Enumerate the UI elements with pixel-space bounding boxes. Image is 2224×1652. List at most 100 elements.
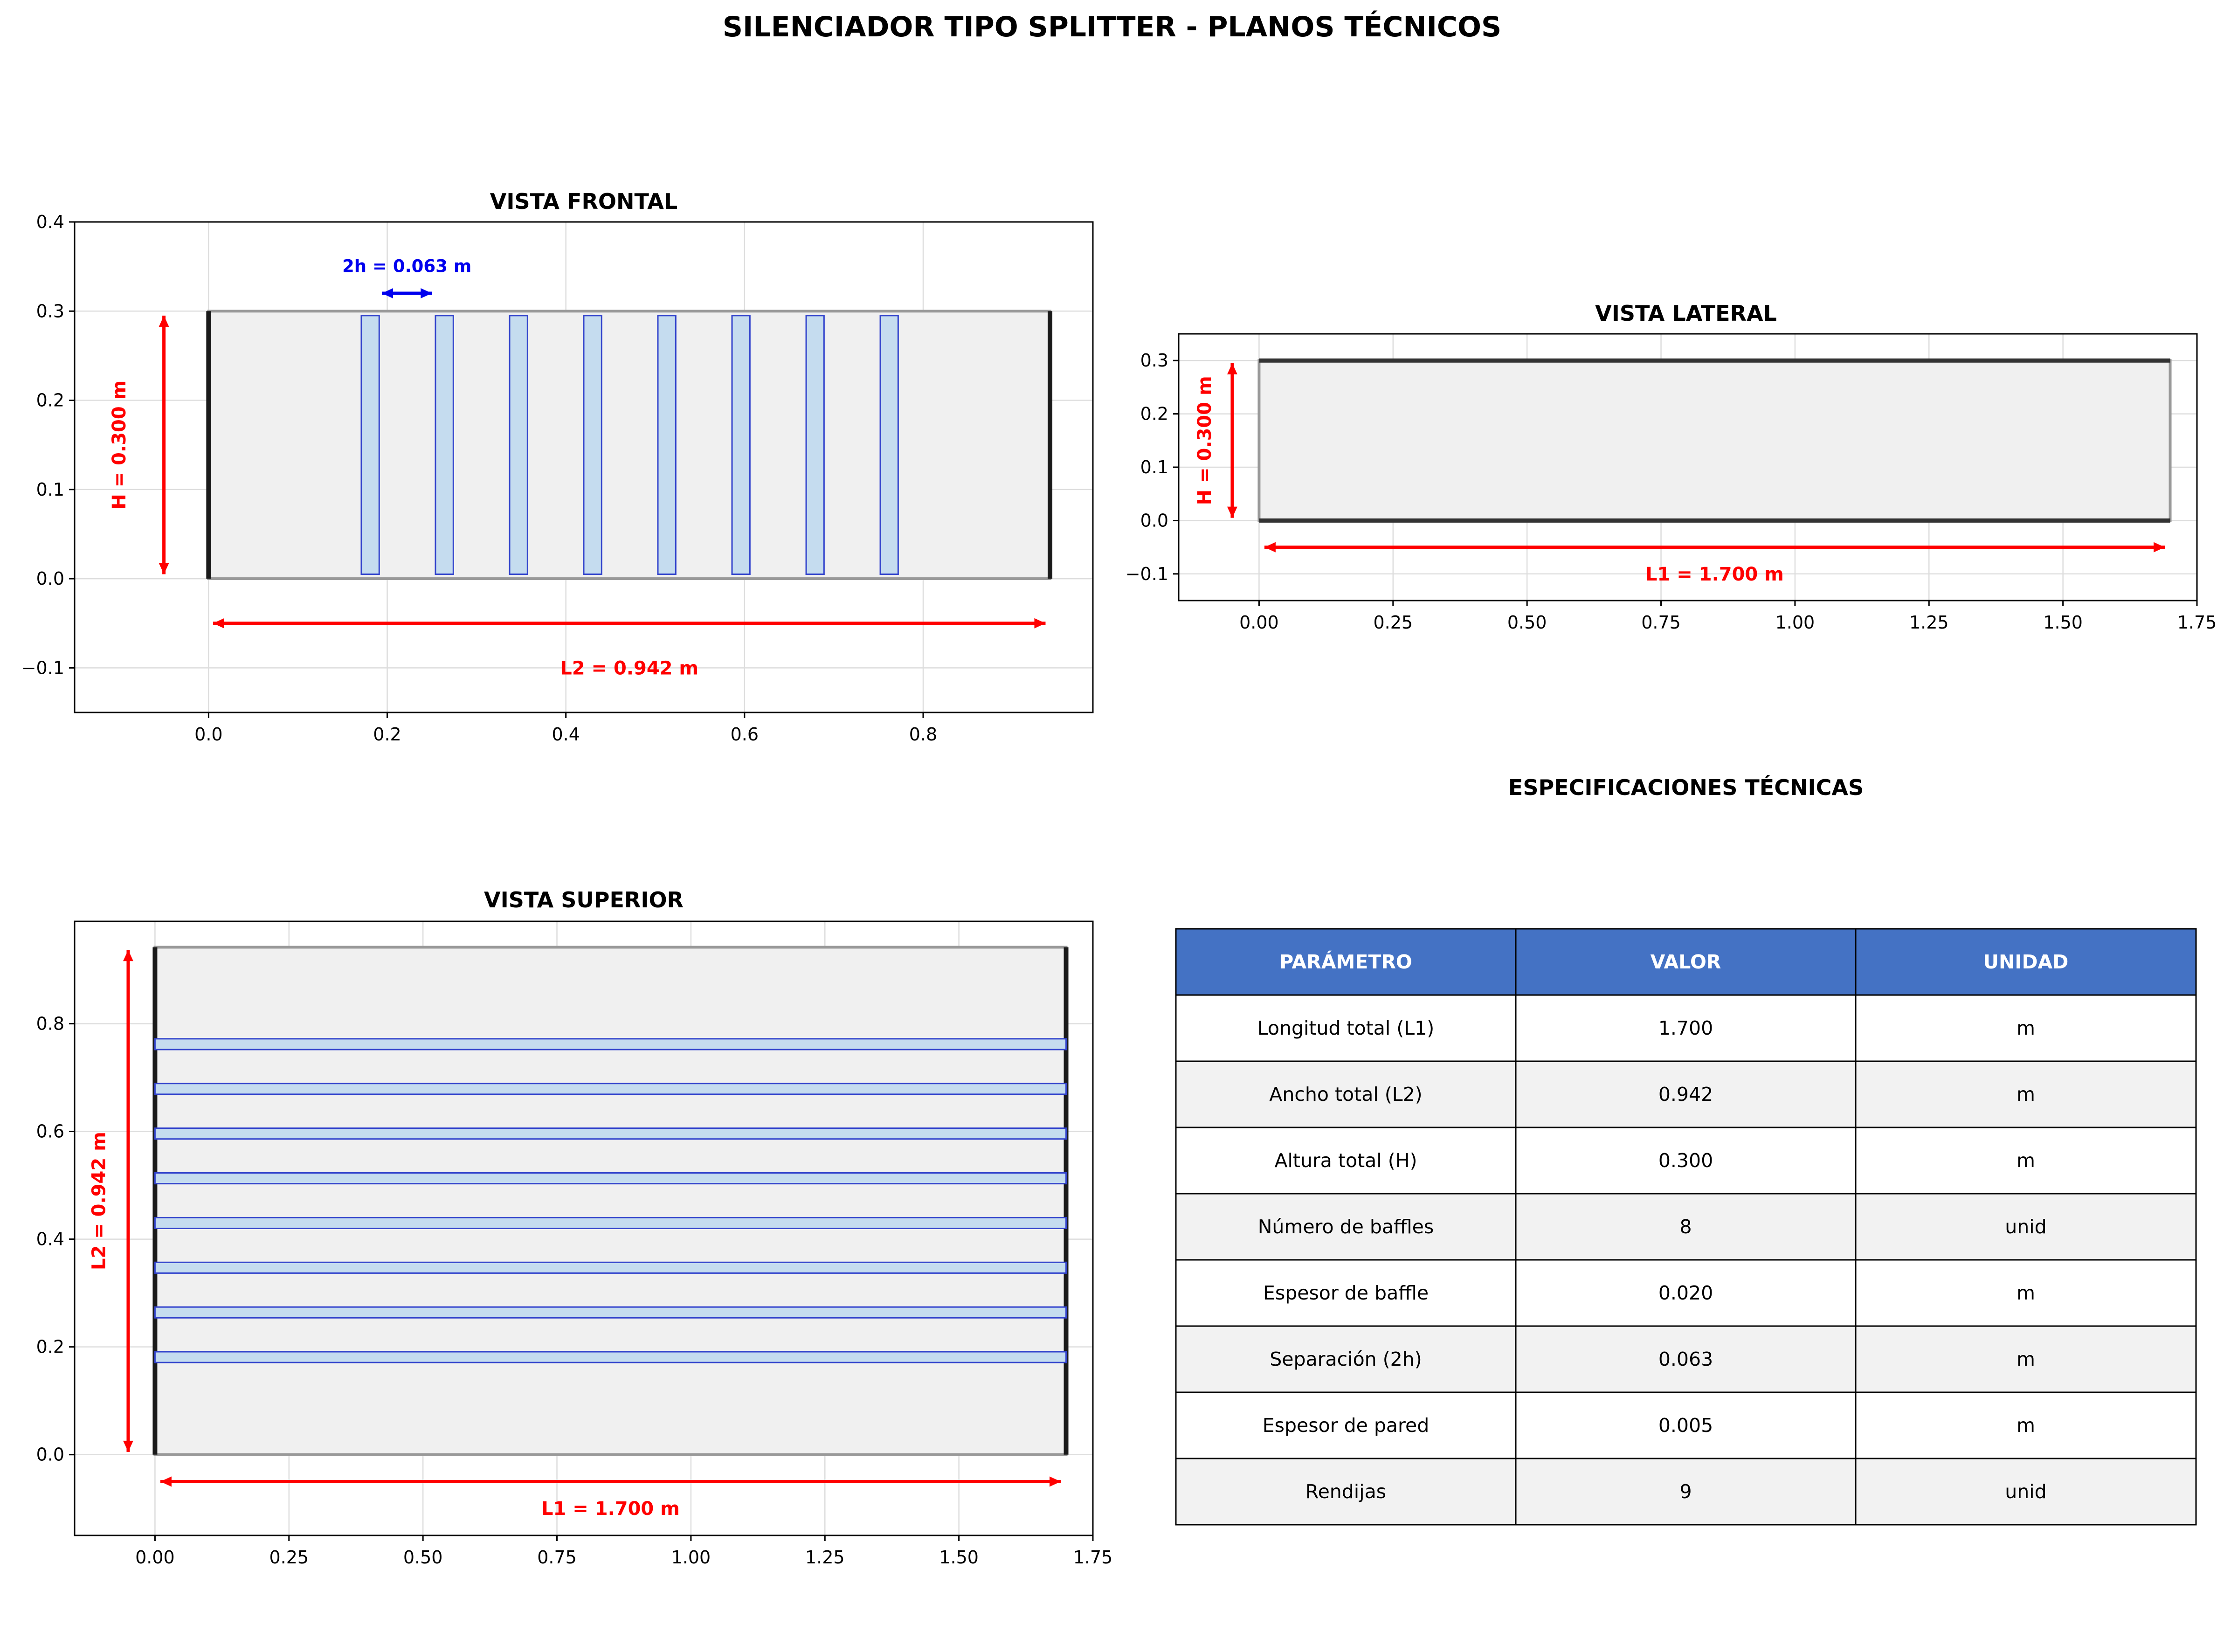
baffle bbox=[805, 315, 825, 575]
frontal-title: VISTA FRONTAL bbox=[490, 189, 677, 214]
frontal-axes-frame bbox=[74, 221, 1094, 713]
table-cell-text: 0.020 bbox=[1658, 1282, 1713, 1304]
y-tick-label: 0.8 bbox=[36, 1014, 64, 1034]
table-cell bbox=[1175, 1060, 1517, 1128]
table-cell-text: 0.942 bbox=[1658, 1083, 1713, 1106]
table-cell-text: Espesor de pared bbox=[1263, 1414, 1430, 1437]
lateral-title: VISTA LATERAL bbox=[1595, 301, 1777, 326]
superior-casing-rect bbox=[153, 946, 1068, 1456]
x-tick-label: 1.50 bbox=[939, 1547, 979, 1568]
y-tick-label: 0.3 bbox=[1140, 350, 1168, 371]
table-row: Espesor de pared 0.005 m bbox=[1175, 1391, 2197, 1459]
table-cell bbox=[1855, 994, 2197, 1062]
superior-width-label: L2 = 0.942 m bbox=[89, 1132, 110, 1270]
x-tick-label: 0.0 bbox=[194, 724, 222, 745]
frontal-casing bbox=[208, 311, 1050, 579]
x-tick-label: 0.75 bbox=[1641, 612, 1681, 633]
table-cell-text: Longitud total (L1) bbox=[1257, 1017, 1434, 1039]
x-tick-label: 0.75 bbox=[537, 1547, 577, 1568]
specs-title: ESPECIFICACIONES TÉCNICAS bbox=[1508, 775, 1864, 800]
table-cell-text: m bbox=[2017, 1348, 2035, 1370]
table-cell bbox=[1855, 1325, 2197, 1393]
x-tick-label: 0.25 bbox=[269, 1547, 309, 1568]
baffle bbox=[509, 315, 528, 575]
table-cell bbox=[1515, 1259, 1857, 1327]
x-tick-label: 0.8 bbox=[909, 724, 937, 745]
y-tick-label: 0.1 bbox=[1140, 457, 1168, 477]
frontal-gap-label: 2h = 0.063 m bbox=[342, 256, 471, 276]
table-cell bbox=[1855, 928, 2197, 996]
table-cell bbox=[1175, 928, 1517, 996]
baffle bbox=[583, 315, 602, 575]
table-cell-text: Altura total (H) bbox=[1274, 1149, 1417, 1172]
x-tick-label: 0.50 bbox=[403, 1547, 443, 1568]
table-cell bbox=[1175, 1325, 1517, 1393]
table-row: Altura total (H) 0.300 m bbox=[1175, 1127, 2197, 1195]
x-tick-label: 0.00 bbox=[1239, 612, 1279, 633]
y-tick-label: 0.4 bbox=[36, 1229, 64, 1250]
width-arrow bbox=[213, 618, 1046, 629]
y-tick-label: 0.0 bbox=[36, 568, 64, 589]
table-cell bbox=[1175, 1127, 1517, 1195]
table-cell-text: 8 bbox=[1679, 1216, 1692, 1238]
table-cell bbox=[1175, 1458, 1517, 1526]
table-cell bbox=[1855, 1193, 2197, 1261]
height-arrow bbox=[159, 315, 169, 574]
table-row: Rendijas 9 unid bbox=[1175, 1458, 2197, 1526]
table-cell bbox=[1855, 1458, 2197, 1526]
figure-title: SILENCIADOR TIPO SPLITTER - PLANOS TÉCNI… bbox=[723, 10, 1501, 43]
table-cell-text: Espesor de baffle bbox=[1263, 1282, 1429, 1304]
table-row: Número de baffles 8 unid bbox=[1175, 1193, 2197, 1261]
x-tick-label: 1.75 bbox=[1073, 1547, 1113, 1568]
table-cell-text: 0.063 bbox=[1658, 1348, 1713, 1370]
table-cell-text: 9 bbox=[1679, 1480, 1692, 1503]
x-tick-label: 0.00 bbox=[135, 1547, 175, 1568]
table-cell-text: m bbox=[2017, 1017, 2035, 1039]
specs-table: PARÁMETRO VALOR UNIDAD Longitud total (L1) 1… bbox=[1175, 928, 2197, 1526]
table-cell-text: 0.300 bbox=[1658, 1149, 1713, 1172]
lateral-view: VISTA LATERAL L1 = 1.700 m H = 0.300 m 0… bbox=[1126, 301, 2217, 633]
y-tick-label: 0.4 bbox=[36, 212, 64, 232]
length-arrow bbox=[160, 1476, 1061, 1487]
table-row: Ancho total (L2) 0.942 m bbox=[1175, 1060, 2197, 1128]
x-tick-label: 1.00 bbox=[1775, 612, 1815, 633]
frontal-ticks: 0.0 0.2 0.4 0.6 0.8 −0.1 0.0 0.1 0.2 0.3 0.4 bbox=[21, 212, 938, 745]
x-tick-label: 1.75 bbox=[2177, 612, 2217, 633]
x-tick-label: 0.4 bbox=[552, 724, 580, 745]
y-tick-label: 0.2 bbox=[1140, 404, 1168, 424]
lateral-height-label: H = 0.300 m bbox=[1194, 376, 1216, 505]
table-cell-text: Rendijas bbox=[1305, 1480, 1386, 1503]
table-row: Separación (2h) 0.063 m bbox=[1175, 1325, 2197, 1393]
x-tick-label: 0.25 bbox=[1373, 612, 1413, 633]
baffle bbox=[154, 1217, 1067, 1230]
table-cell-text: 0.005 bbox=[1658, 1414, 1713, 1437]
table-cell-text: m bbox=[2017, 1282, 2035, 1304]
baffle bbox=[657, 315, 677, 575]
lateral-ticks: 0.00 0.25 0.50 0.75 1.00 1.25 1.50 1.75 −0.1 0.0 0… bbox=[1126, 350, 2217, 633]
superior-view: VISTA SUPERIOR L1 = 1.700 m L2 = 0.942 m… bbox=[36, 887, 1113, 1568]
baffle bbox=[154, 1172, 1067, 1185]
y-tick-label: −0.1 bbox=[21, 657, 64, 678]
table-header-row: PARÁMETRO VALOR UNIDAD bbox=[1175, 928, 2197, 996]
x-tick-label: 1.25 bbox=[1909, 612, 1949, 633]
baffle bbox=[360, 315, 380, 575]
superior-casing bbox=[152, 946, 1069, 1456]
table-row: Longitud total (L1) 1.700 m bbox=[1175, 994, 2197, 1062]
lateral-dimensions: L1 = 1.700 m H = 0.300 m bbox=[1194, 363, 2165, 585]
table-header-text: VALOR bbox=[1651, 951, 1721, 973]
table-cell bbox=[1855, 1127, 2197, 1195]
height-arrow bbox=[1227, 363, 1237, 518]
superior-dimensions: L1 = 1.700 m L2 = 0.942 m bbox=[89, 950, 1061, 1520]
lateral-casing bbox=[1257, 358, 2172, 523]
frontal-baffles bbox=[360, 315, 899, 575]
width-arrow bbox=[123, 950, 133, 1452]
baffle bbox=[879, 315, 899, 575]
y-tick-label: 0.3 bbox=[36, 301, 64, 321]
table-cell-text: 1.700 bbox=[1658, 1017, 1713, 1039]
table-cell bbox=[1175, 1193, 1517, 1261]
superior-title: VISTA SUPERIOR bbox=[484, 887, 684, 912]
frontal-side-walls bbox=[206, 311, 1053, 579]
y-tick-label: 0.0 bbox=[36, 1445, 64, 1465]
x-tick-label: 1.25 bbox=[805, 1547, 845, 1568]
